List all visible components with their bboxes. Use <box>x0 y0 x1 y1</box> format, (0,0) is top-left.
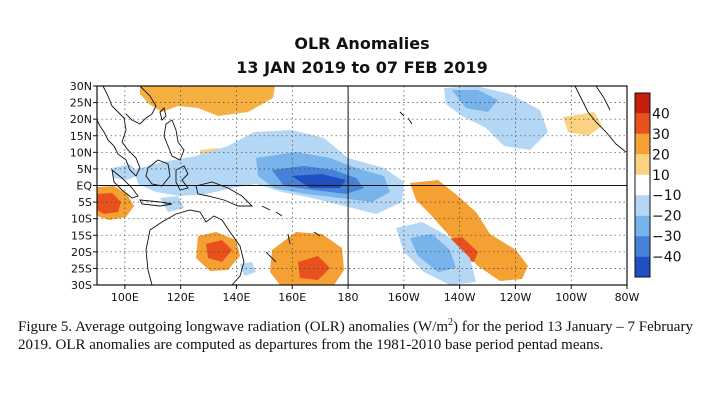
colorbar: 40 30 20 10 −10 −20 −30 −40 <box>634 92 682 278</box>
colorbar-label: −10 <box>652 188 682 204</box>
anomaly-field <box>97 86 602 285</box>
coastline-philippines <box>163 119 185 161</box>
coastline-southeast-asia <box>97 86 141 177</box>
negative-anomalies <box>112 86 548 285</box>
anomaly-patch-coral-sea-core <box>206 240 232 262</box>
colorbar-label: 10 <box>652 168 670 184</box>
lon-tick-label: 180 <box>338 291 359 304</box>
lat-tick-label: EQ <box>76 180 92 193</box>
colorbar-label: −20 <box>652 209 682 225</box>
colorbar-swatch <box>635 93 650 114</box>
lon-tick-label: 140E <box>222 291 250 304</box>
chart-title: OLR Anomalies <box>294 34 429 53</box>
coastline-java <box>139 199 173 207</box>
coastline-mexico <box>574 86 627 153</box>
colorbar-label: 20 <box>652 147 670 163</box>
caption-text-before-unit: Figure 5. Average outgoing longwave radi… <box>18 319 449 335</box>
lat-tick-label: 30S <box>71 279 92 292</box>
lon-tick-label: 120E <box>167 291 195 304</box>
caption-unit-superscript: 2 <box>448 317 454 328</box>
coastline-solomon-islands <box>261 205 283 217</box>
map-area <box>96 85 628 286</box>
lat-tick-label: 15N <box>70 130 92 143</box>
lat-tick-label: 20S <box>71 246 92 259</box>
lat-tick-label: 20N <box>70 113 92 126</box>
lat-tick-label: 25N <box>70 97 92 110</box>
colorbar-swatch <box>635 154 650 175</box>
coastline-borneo <box>145 159 171 187</box>
colorbar-label: −30 <box>652 229 682 245</box>
lon-tick-label: 80W <box>615 291 640 304</box>
lat-tick-label: 10N <box>70 146 92 159</box>
lon-tick-label: 120W <box>499 291 531 304</box>
colorbar-swatch <box>635 133 650 155</box>
anomaly-patch-equatorial-pacific-max <box>292 174 346 188</box>
colorbar-label: 40 <box>652 106 670 122</box>
lat-tick-label: 5S <box>78 196 92 209</box>
coastline-taiwan <box>159 107 167 121</box>
lat-tick-label: 30N <box>70 80 92 93</box>
anomaly-patch-indian-ocean-core <box>97 193 121 214</box>
colorbar-frame <box>634 92 651 278</box>
colorbar-swatch <box>635 195 650 216</box>
caption-text-after-unit: ) for the period 13 January – 7 February… <box>18 319 693 353</box>
coastline-australia <box>145 209 245 285</box>
anomaly-patch-south-pacific-central-core <box>410 234 456 272</box>
coastline-vanuatu <box>287 233 291 245</box>
colorbar-swatch <box>635 256 650 277</box>
colorbar-label: 30 <box>652 127 670 143</box>
lat-tick-label: 25S <box>71 262 92 275</box>
coastline-sulawesi <box>175 165 189 191</box>
anomaly-patch-south-pacific-west-core <box>298 256 330 280</box>
colorbar-swatch <box>635 215 650 237</box>
lon-tick-label: 160W <box>388 291 420 304</box>
colorbar-swatch <box>635 236 650 257</box>
lon-tick-label: 100W <box>555 291 587 304</box>
coastline-china <box>125 86 157 125</box>
lon-tick-label: 140W <box>444 291 476 304</box>
lat-tick-label: 15S <box>71 229 92 242</box>
lon-tick-label: 160E <box>278 291 306 304</box>
colorbar-label: −40 <box>652 250 682 266</box>
coastline-new-caledonia <box>265 251 277 263</box>
latitude-axis: 30N 25N 20N 15N 10N 5N EQ 5S 10S 15S 20S 25S 30S <box>70 80 97 292</box>
coastline-sumatra <box>111 168 139 199</box>
lat-tick-label: 5N <box>77 163 92 176</box>
anomaly-patch-west-pacific-north <box>140 86 275 116</box>
chart-subtitle: 13 JAN 2019 to 07 FEB 2019 <box>236 58 487 77</box>
colorbar-swatch <box>635 174 650 196</box>
longitude-axis: 100E 120E 140E 160E 180 160W 140W 120W 100W 80W <box>111 285 640 304</box>
anomaly-patch-south-pacific-east <box>410 180 528 281</box>
anomaly-patch-tasman <box>240 262 256 276</box>
lat-tick-label: 10S <box>71 213 92 226</box>
figure-caption: Figure 5. Average outgoing longwave radi… <box>18 318 708 354</box>
colorbar-swatch <box>635 113 650 134</box>
lon-tick-label: 100E <box>111 291 139 304</box>
anomaly-patch-north-pacific-core <box>452 90 498 112</box>
